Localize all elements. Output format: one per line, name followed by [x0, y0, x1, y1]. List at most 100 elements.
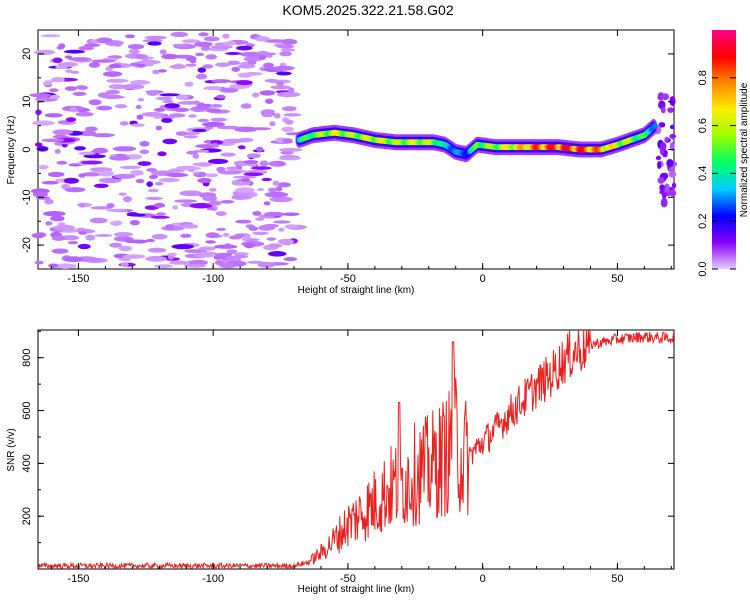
noise-blob	[259, 90, 276, 96]
noise-blob	[250, 127, 271, 131]
noise-blob	[81, 160, 103, 165]
noise-blob	[659, 142, 667, 151]
noise-blob	[220, 200, 235, 204]
noise-blob	[108, 63, 122, 69]
noise-blob	[659, 184, 665, 192]
noise-blob	[283, 257, 298, 262]
noise-blob	[662, 172, 669, 180]
noise-blob	[44, 198, 54, 205]
noise-blob	[192, 128, 207, 133]
noise-blob	[661, 192, 667, 199]
noise-blob	[258, 54, 267, 60]
noise-blob	[78, 151, 96, 155]
x-tick-label: -150	[67, 573, 89, 585]
noise-blob	[257, 188, 265, 192]
noise-blob	[53, 134, 68, 139]
noise-blob	[261, 109, 275, 115]
noise-blob	[157, 69, 167, 73]
noise-blob	[197, 67, 207, 73]
noise-blob	[45, 221, 53, 226]
noise-blob	[229, 83, 250, 89]
noise-blob	[174, 199, 198, 203]
noise-blob	[238, 145, 246, 150]
noise-blob	[196, 73, 208, 80]
noise-blob	[102, 71, 123, 77]
noise-blob	[65, 69, 73, 73]
noise-blob	[153, 202, 166, 208]
noise-blob	[220, 152, 236, 157]
noise-blob	[175, 131, 188, 136]
noise-blob	[193, 171, 200, 175]
noise-blob	[172, 43, 189, 47]
noise-blob	[178, 166, 201, 171]
noise-blob	[33, 49, 56, 55]
noise-blob	[205, 173, 219, 178]
x-tick-label: 0	[480, 273, 486, 285]
noise-blob	[96, 37, 113, 44]
noise-blob	[202, 64, 214, 69]
noise-blob	[49, 94, 61, 100]
noise-blob	[175, 94, 189, 100]
noise-blob	[658, 122, 666, 128]
noise-blob	[34, 260, 44, 265]
noise-blob	[38, 165, 49, 170]
noise-blob	[106, 203, 115, 209]
noise-blob	[31, 232, 46, 239]
noise-blob	[78, 173, 86, 178]
noise-blob	[284, 119, 294, 125]
noise-blob	[668, 189, 677, 197]
noise-blob	[198, 246, 216, 251]
noise-blob	[129, 219, 140, 226]
noise-blob	[268, 251, 287, 257]
noise-blob	[118, 192, 127, 196]
noise-blob	[209, 104, 223, 108]
noise-blob	[214, 260, 224, 266]
figure-title: KOM5.2025.322.21.58.G02	[282, 2, 453, 18]
noise-blob	[205, 232, 220, 239]
noise-blob	[61, 183, 71, 190]
noise-blob	[145, 196, 164, 201]
noise-blob	[669, 124, 675, 130]
noise-blob	[139, 141, 150, 147]
noise-blob	[127, 44, 145, 50]
noise-blob	[147, 188, 159, 193]
noise-blob	[150, 215, 170, 219]
noise-blob	[200, 46, 211, 51]
noise-blob	[279, 51, 292, 57]
noise-blob	[108, 84, 126, 90]
noise-blob	[277, 182, 291, 188]
noise-blob	[51, 77, 65, 83]
noise-blob	[206, 207, 215, 211]
noise-blob	[661, 93, 670, 101]
noise-blob	[264, 211, 285, 217]
noise-blob	[243, 56, 263, 62]
noise-blob	[227, 60, 241, 65]
y-tick-label: 800	[21, 349, 33, 367]
noise-blob	[194, 41, 213, 47]
noise-blob	[155, 181, 164, 186]
noise-blob	[668, 170, 677, 178]
noise-blob	[85, 126, 98, 132]
noise-blob	[243, 242, 255, 249]
noise-blob	[130, 80, 151, 85]
noise-blob	[282, 106, 297, 112]
noise-blob	[81, 172, 101, 177]
noise-blob	[89, 217, 108, 224]
noise-blob	[205, 108, 221, 113]
noise-blob	[113, 232, 134, 237]
noise-blob	[660, 197, 668, 208]
noise-blob	[135, 179, 145, 184]
noise-blob	[235, 187, 255, 194]
noise-blob	[169, 260, 189, 265]
x-tick-label: 0	[480, 573, 486, 585]
spectrogram-xlabel: Height of straight line (km)	[298, 285, 415, 296]
colorbar-tick-label: 0.0	[697, 261, 709, 276]
noise-blob	[252, 211, 262, 216]
noise-blob	[279, 62, 287, 67]
y-tick-label: -20	[21, 237, 33, 253]
noise-blob	[109, 220, 123, 226]
noise-blob	[274, 65, 293, 71]
noise-blob	[75, 85, 88, 90]
noise-blob	[225, 52, 242, 55]
noise-blob	[197, 177, 212, 184]
